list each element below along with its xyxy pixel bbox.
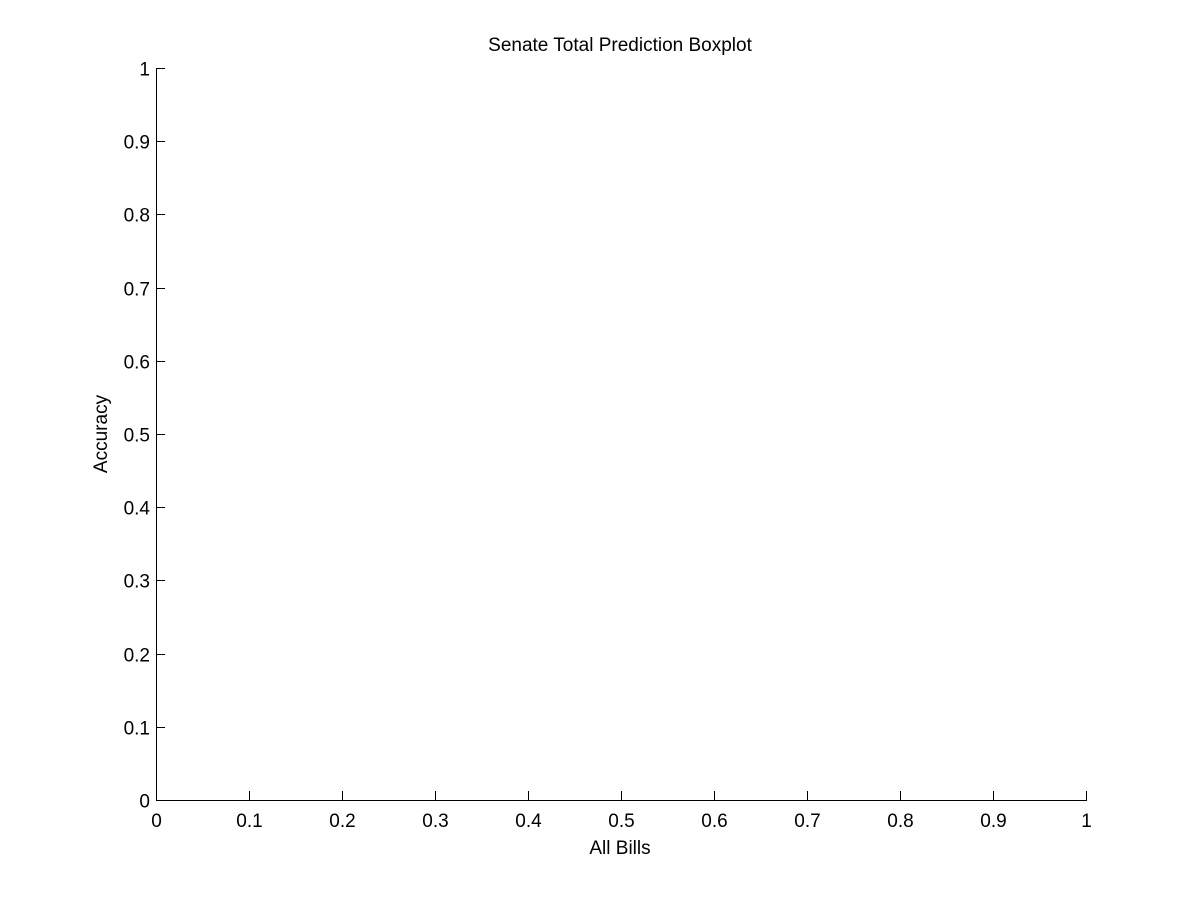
y-tick-label: 1 — [139, 60, 150, 81]
x-ticks: 0 0.1 0.2 0.3 0.4 0.5 0.6 0.7 0.8 0.9 1 — [151, 791, 1092, 832]
chart-title: Senate Total Prediction Boxplot — [488, 35, 752, 56]
x-tick-label: 0.6 — [701, 811, 727, 832]
x-tick-label: 0.1 — [236, 811, 262, 832]
x-axis-title: All Bills — [589, 838, 650, 859]
x-tick-label: 0 — [151, 811, 162, 832]
x-tick-label: 0.5 — [608, 811, 634, 832]
y-tick-label: 0.9 — [124, 133, 150, 154]
x-tick-label: 0.8 — [887, 811, 913, 832]
x-tick-label: 0.9 — [980, 811, 1006, 832]
y-tick-label: 0.3 — [124, 572, 150, 593]
x-tick-label: 0.4 — [515, 811, 542, 832]
x-tick-label: 0.3 — [422, 811, 448, 832]
x-tick-label: 0.2 — [329, 811, 355, 832]
y-tick-label: 0.7 — [124, 280, 150, 301]
y-tick-label: 0.1 — [124, 719, 150, 740]
y-tick-label: 0.2 — [124, 646, 150, 667]
y-tick-label: 0.6 — [124, 353, 150, 374]
y-tick-label: 0.8 — [124, 206, 150, 227]
x-tick-label: 0.7 — [794, 811, 820, 832]
y-axis-title: Accuracy — [91, 394, 112, 473]
y-tick-label: 0.5 — [124, 426, 150, 447]
x-tick-label: 1 — [1081, 811, 1092, 832]
y-tick-label: 0.4 — [124, 499, 151, 520]
y-ticks: 0 0.1 0.2 0.3 0.4 0.5 0.6 0.7 0.8 0.9 1 — [124, 60, 165, 813]
y-tick-label: 0 — [139, 792, 150, 813]
